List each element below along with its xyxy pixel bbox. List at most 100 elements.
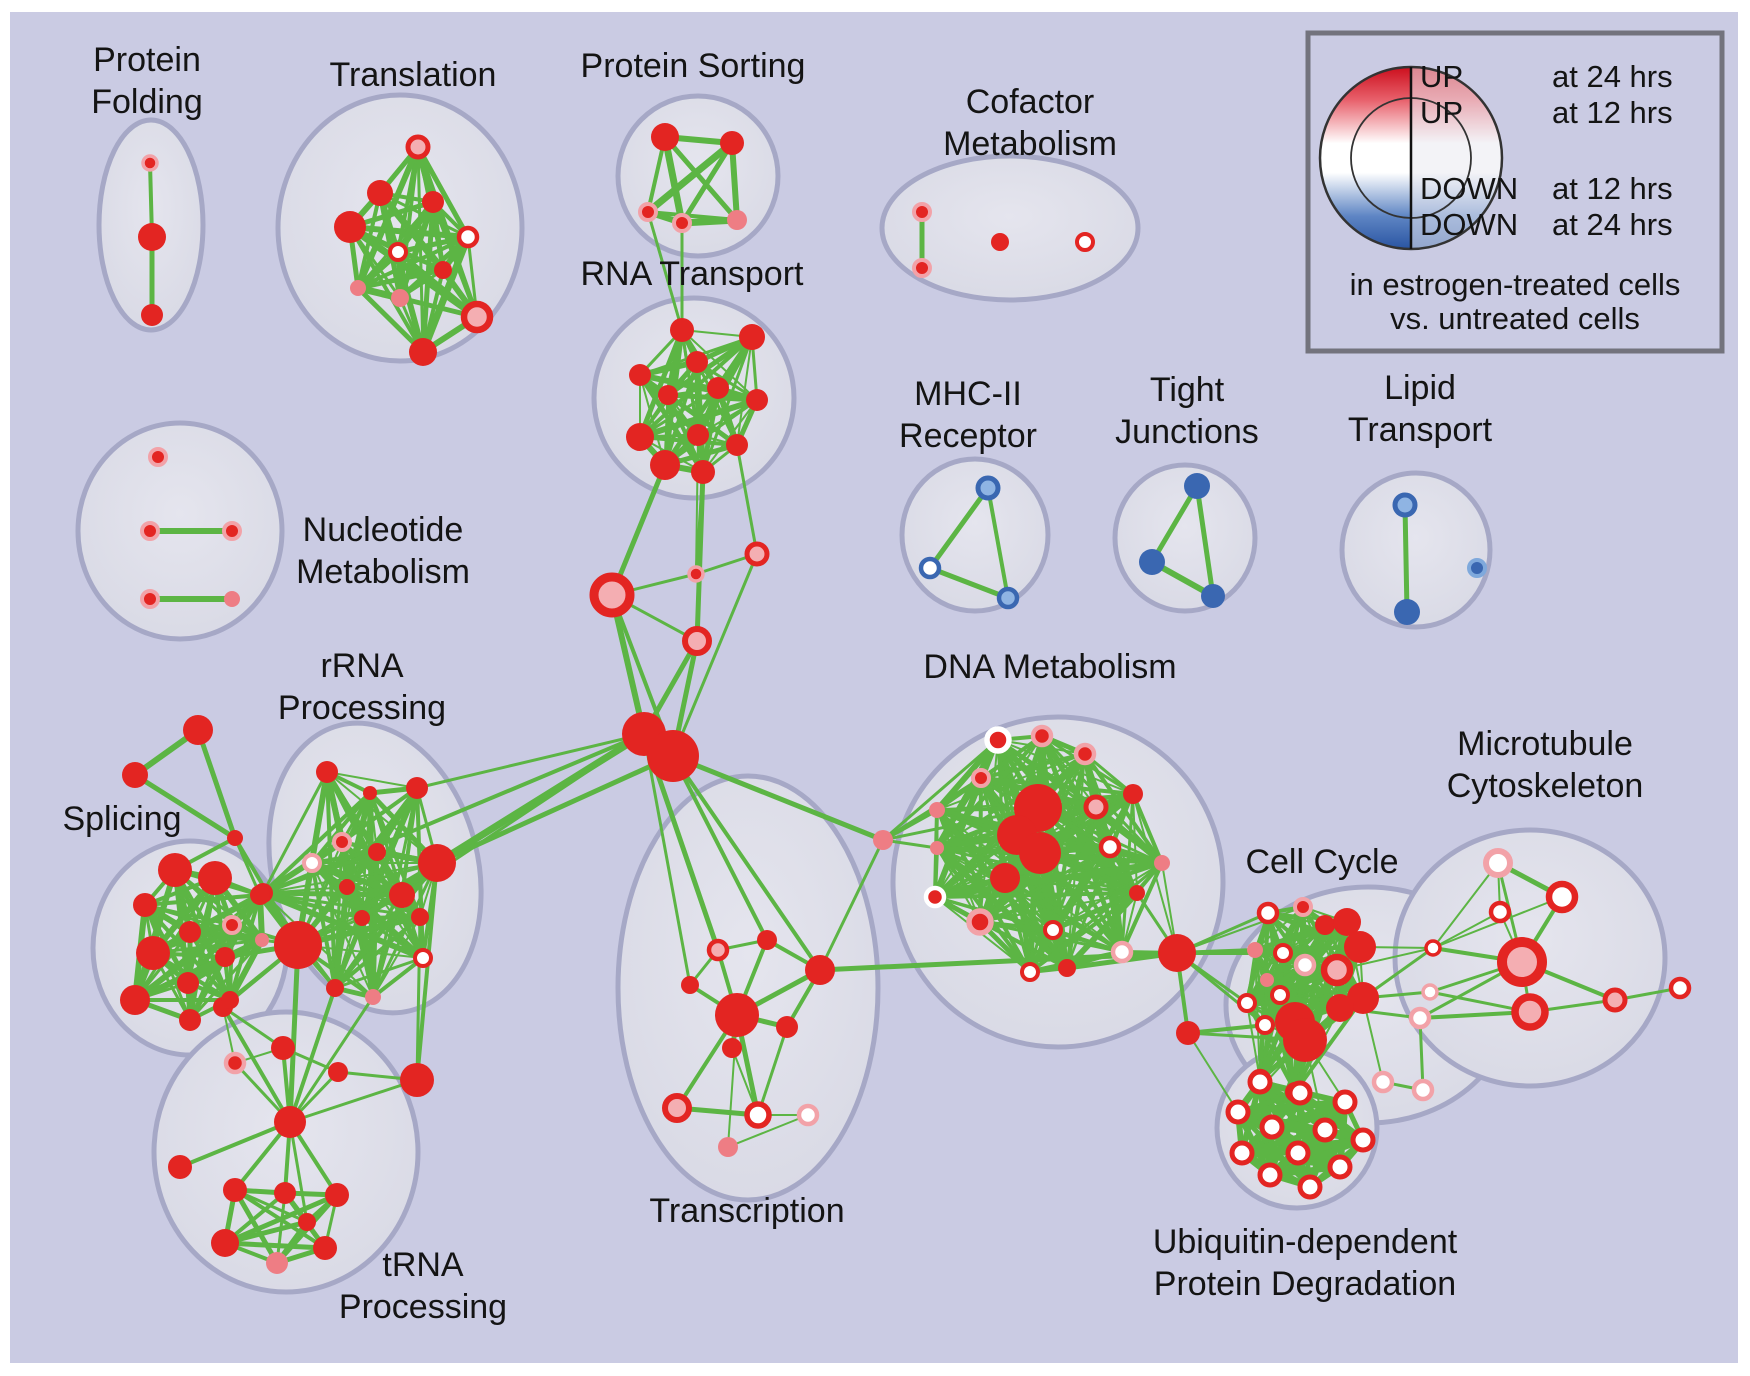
edge — [397, 234, 471, 301]
edge — [287, 942, 301, 1125]
gene-node — [1184, 473, 1210, 499]
edge — [701, 335, 754, 474]
cluster-labels: Protein Folding Translation Protein Sorting… — [62, 41, 1643, 1326]
gene-node — [1350, 1127, 1376, 1153]
gene-node — [971, 768, 991, 788]
edge — [818, 838, 885, 972]
gene-node — [912, 258, 932, 278]
edge — [927, 565, 1011, 601]
edge — [881, 738, 1000, 842]
gene-node — [746, 389, 768, 411]
gene-node — [1315, 915, 1335, 935]
edge — [355, 285, 426, 355]
gene-node — [670, 318, 694, 342]
gene-node — [255, 933, 269, 947]
edge — [671, 552, 759, 758]
gene-node — [350, 280, 366, 296]
edge — [143, 893, 262, 907]
gene-node — [715, 993, 759, 1037]
gene-node — [1043, 920, 1063, 940]
fold-label: Protein — [93, 41, 201, 79]
gene-node — [912, 202, 932, 222]
lipid-label: Transport — [1348, 411, 1493, 449]
edge — [1402, 502, 1410, 615]
edge — [371, 956, 425, 999]
lipid-ellipse — [1339, 470, 1493, 630]
gene-node — [198, 861, 232, 895]
gene-node — [211, 1229, 239, 1257]
gene-node — [328, 1062, 348, 1082]
gene-node — [1327, 1154, 1353, 1180]
edge — [178, 1120, 292, 1169]
edge — [646, 210, 684, 332]
gene-node — [672, 213, 692, 233]
edge — [679, 140, 735, 226]
edge — [415, 915, 422, 1082]
gene-node — [687, 565, 705, 583]
gene-node — [179, 921, 201, 943]
gene-node — [651, 123, 679, 151]
edge — [260, 890, 405, 898]
edge — [222, 1240, 328, 1251]
cofac-label: Cofactor — [966, 83, 1095, 121]
edge — [662, 134, 740, 223]
gene-node — [682, 626, 712, 656]
gene-node — [796, 1103, 820, 1127]
edge — [932, 860, 1165, 900]
gene-node — [177, 972, 199, 994]
gene-node — [720, 131, 744, 155]
gene-node — [1110, 940, 1134, 964]
gene-node — [168, 1155, 192, 1179]
edge — [1132, 793, 1138, 894]
gene-node — [326, 979, 344, 997]
mt-label: Cytoskeleton — [1447, 767, 1644, 805]
edge — [1051, 928, 1124, 954]
gene-node — [718, 1137, 738, 1157]
edge — [260, 890, 426, 961]
gene-node — [1058, 959, 1076, 977]
lipid-label: Lipid — [1384, 369, 1456, 407]
edge — [371, 861, 439, 999]
gene-node — [647, 730, 699, 782]
gene-node — [158, 853, 192, 887]
gene-node — [1256, 901, 1280, 925]
gene-node — [183, 715, 213, 745]
gene-node — [1488, 900, 1512, 924]
gene-node — [1030, 724, 1054, 748]
edge — [671, 754, 769, 942]
gene-node — [140, 521, 160, 541]
legend-direction-0: UP — [1420, 59, 1463, 94]
mhc-label: MHC-II — [914, 375, 1022, 413]
edge — [1050, 890, 1140, 933]
edge — [288, 1120, 309, 1224]
gene-node — [727, 210, 747, 230]
edge — [150, 892, 263, 956]
gene-node — [1602, 987, 1628, 1013]
edge — [132, 937, 265, 1003]
trna-label: tRNA — [382, 1246, 464, 1284]
nucl-label: Nucleotide — [303, 511, 464, 549]
tight-label: Junctions — [1115, 413, 1259, 451]
edge — [735, 443, 759, 556]
edge — [195, 727, 238, 841]
edge — [637, 327, 685, 440]
edge — [288, 986, 337, 1124]
gene-node — [250, 885, 270, 905]
gene-node — [222, 915, 242, 935]
gene-node — [411, 908, 429, 926]
edge — [1432, 911, 1501, 949]
gene-node — [179, 1009, 201, 1031]
gene-node — [726, 434, 748, 456]
cofac-ellipse — [879, 153, 1141, 303]
gene-node — [339, 879, 355, 895]
gene-node — [1293, 897, 1313, 917]
gene-node — [141, 304, 163, 326]
gene-node — [1312, 1117, 1338, 1143]
gene-node — [1098, 835, 1122, 859]
edge — [702, 399, 758, 473]
gene-node — [1019, 832, 1061, 874]
gene-node — [991, 233, 1009, 251]
gene-node — [316, 761, 338, 783]
edge — [881, 806, 1040, 842]
gene-node — [223, 1178, 247, 1202]
